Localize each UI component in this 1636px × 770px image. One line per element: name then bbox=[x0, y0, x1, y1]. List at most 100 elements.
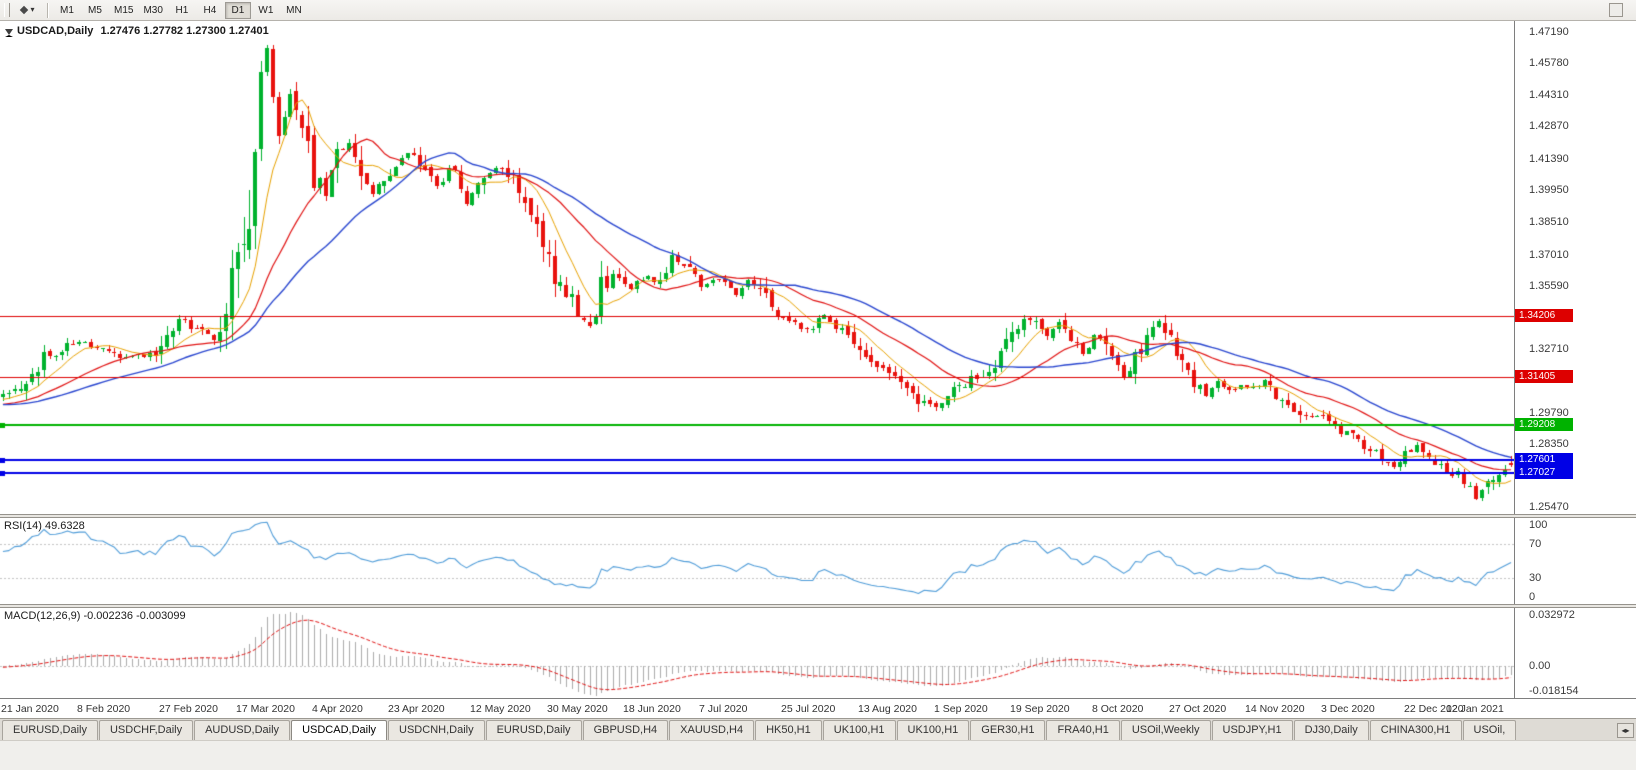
date-axis-label: 23 Apr 2020 bbox=[388, 703, 445, 715]
panel-splitter-rsi[interactable] bbox=[0, 514, 1636, 518]
chart-tab-ger30-h1[interactable]: GER30,H1 bbox=[970, 720, 1046, 740]
timeframe-buttons: M1 M5 M15 M30 H1 H4 D1 W1 MN bbox=[53, 1, 308, 19]
date-axis-label: 21 Jan 2020 bbox=[1, 703, 59, 715]
macd-label: MACD(12,26,9) -0.002236 -0.003099 bbox=[4, 610, 186, 622]
chart-tab-dj30-daily[interactable]: DJ30,Daily bbox=[1293, 720, 1369, 740]
date-axis-label: 8 Oct 2020 bbox=[1092, 703, 1144, 715]
chart-ohlc-values: 1.27476 1.27782 1.27300 1.27401 bbox=[100, 25, 269, 37]
rsi-pane: RSI(14) 49.6328 100 70 30 0 bbox=[0, 518, 1636, 604]
chart-tab-uk100-h1[interactable]: UK100,H1 bbox=[822, 720, 896, 740]
timeframe-h4-button[interactable]: H4 bbox=[197, 2, 223, 19]
main-chart-pane: USDCAD,Daily 1.27476 1.27782 1.27300 1.2… bbox=[0, 21, 1636, 514]
price-scale-label: 1.47190 bbox=[1529, 25, 1569, 38]
price-line-tag: 1.31405 bbox=[1515, 370, 1573, 384]
price-line-tag: 1.34206 bbox=[1515, 308, 1573, 322]
macd-scale-label: 0.032972 bbox=[1529, 609, 1575, 621]
rsi-scale-label: 100 bbox=[1529, 519, 1548, 531]
chart-tab-eurusd-daily[interactable]: EURUSD,Daily bbox=[2, 720, 98, 740]
price-line-tag: 1.29208 bbox=[1515, 418, 1573, 432]
chart-tab-uk100-h1[interactable]: UK100,H1 bbox=[896, 720, 970, 740]
price-scale-label: 1.32710 bbox=[1529, 342, 1569, 355]
rsi-scale-label: 0 bbox=[1529, 591, 1536, 603]
rsi-scale-label: 70 bbox=[1529, 537, 1542, 550]
chart-tab-bar: EURUSD,Daily USDCHF,Daily AUDUSD,Daily USDC… bbox=[0, 718, 1636, 740]
chart-tab-usoil[interactable]: USOil, bbox=[1462, 720, 1517, 740]
panel-splitter-macd[interactable] bbox=[0, 604, 1636, 608]
date-axis-label: 22 Dec 2020 bbox=[1404, 703, 1464, 715]
toolbar-grip[interactable] bbox=[4, 3, 10, 17]
date-axis-label: 25 Jul 2020 bbox=[781, 703, 836, 715]
chart-tab-china300-h1[interactable]: CHINA300,H1 bbox=[1369, 720, 1462, 740]
timeframe-m15-button[interactable]: M15 bbox=[110, 2, 137, 19]
chart-title: USDCAD,Daily 1.27476 1.27782 1.27300 1.2… bbox=[17, 25, 269, 37]
price-scale-label: 1.29790 bbox=[1529, 406, 1569, 419]
date-axis-label: 3 Dec 2020 bbox=[1321, 703, 1375, 715]
date-axis-label: 17 Mar 2020 bbox=[236, 703, 295, 715]
chart-tab-gbpusd-h4[interactable]: GBPUSD,H4 bbox=[582, 720, 669, 740]
chart-tab-usdcad-daily[interactable]: USDCAD,Daily bbox=[291, 720, 388, 740]
timeframes-toolbar: ▾ M1 M5 M15 M30 H1 H4 D1 W1 MN bbox=[0, 0, 1636, 21]
date-axis-label: 12 May 2020 bbox=[470, 703, 531, 715]
rsi-scale[interactable]: 100 70 30 0 bbox=[1514, 518, 1636, 604]
date-axis-label: 30 May 2020 bbox=[547, 703, 608, 715]
rsi-canvas[interactable] bbox=[0, 518, 1514, 604]
timeframe-w1-button[interactable]: W1 bbox=[253, 2, 279, 19]
date-axis-label: 4 Apr 2020 bbox=[312, 703, 363, 715]
date-axis-label: 1 Sep 2020 bbox=[934, 703, 988, 715]
chart-tab-usdcnh-daily[interactable]: USDCNH,Daily bbox=[388, 720, 485, 740]
timeframe-h1-button[interactable]: H1 bbox=[169, 2, 195, 19]
price-scale-label: 1.39950 bbox=[1529, 184, 1569, 197]
tab-scroll-buttons[interactable]: ◂▸ bbox=[1617, 723, 1634, 738]
toolbar-overflow-button[interactable] bbox=[1609, 3, 1623, 17]
chart-tab-audusd-daily[interactable]: AUDUSD,Daily bbox=[194, 720, 291, 740]
timeframe-d1-button[interactable]: D1 bbox=[224, 1, 251, 19]
chart-tab-xauusd-h4[interactable]: XAUUSD,H4 bbox=[669, 720, 755, 740]
date-axis-label: 12 Jan 2021 bbox=[1446, 703, 1504, 715]
main-chart-canvas[interactable] bbox=[0, 21, 1514, 514]
macd-canvas[interactable] bbox=[0, 608, 1514, 698]
chart-tab-usdjpy-h1[interactable]: USDJPY,H1 bbox=[1211, 720, 1293, 740]
timeframe-mn-button[interactable]: MN bbox=[281, 2, 307, 19]
price-scale-label: 1.37010 bbox=[1529, 248, 1569, 261]
date-axis-label: 18 Jun 2020 bbox=[623, 703, 681, 715]
price-scale-label: 1.45780 bbox=[1529, 56, 1569, 69]
chart-tab-eurusd-daily[interactable]: EURUSD,Daily bbox=[485, 720, 582, 740]
price-scale-label: 1.28350 bbox=[1529, 438, 1569, 450]
time-scale[interactable]: 21 Jan 2020 8 Feb 2020 27 Feb 2020 17 Mar 2… bbox=[0, 698, 1636, 718]
timeframe-m1-button[interactable]: M1 bbox=[54, 2, 80, 19]
date-axis-label: 14 Nov 2020 bbox=[1245, 703, 1305, 715]
status-bar bbox=[0, 740, 1636, 770]
macd-scale-label: 0.00 bbox=[1529, 660, 1551, 673]
chart-tab-fra40-h1[interactable]: FRA40,H1 bbox=[1046, 720, 1120, 740]
rsi-scale-label: 30 bbox=[1529, 572, 1542, 585]
date-axis-label: 27 Feb 2020 bbox=[159, 703, 218, 715]
chart-tab-hk50-h1[interactable]: HK50,H1 bbox=[755, 720, 822, 740]
date-axis-label: 19 Sep 2020 bbox=[1010, 703, 1070, 715]
chevron-down-icon: ▾ bbox=[30, 5, 35, 14]
timeframe-m5-button[interactable]: M5 bbox=[82, 2, 108, 19]
price-scale-label: 1.35590 bbox=[1529, 279, 1569, 292]
date-axis-label: 7 Jul 2020 bbox=[699, 703, 748, 715]
toolbar-separator bbox=[47, 2, 48, 18]
price-scale-label: 1.44310 bbox=[1529, 88, 1569, 101]
chart-symbol-icon[interactable]: ▾ bbox=[14, 2, 42, 19]
price-scale-label: 1.42870 bbox=[1529, 120, 1569, 133]
macd-scale-label: -0.018154 bbox=[1529, 685, 1579, 697]
macd-pane: MACD(12,26,9) -0.002236 -0.003099 0.0329… bbox=[0, 608, 1636, 698]
one-click-trading-button[interactable] bbox=[5, 29, 13, 37]
chart-window: USDCAD,Daily 1.27476 1.27782 1.27300 1.2… bbox=[0, 21, 1636, 718]
chart-tab-usoil-weekly[interactable]: USOil,Weekly bbox=[1120, 720, 1211, 740]
chart-tab-usdchf-daily[interactable]: USDCHF,Daily bbox=[98, 720, 194, 740]
date-axis-label: 27 Oct 2020 bbox=[1169, 703, 1227, 715]
rsi-label: RSI(14) 49.6328 bbox=[4, 520, 85, 532]
price-line-tag: 1.27027 bbox=[1515, 465, 1573, 479]
price-scale-label: 1.41390 bbox=[1529, 152, 1569, 165]
date-axis-label: 8 Feb 2020 bbox=[77, 703, 131, 715]
macd-scale[interactable]: 0.032972 0.00 -0.018154 bbox=[1514, 608, 1636, 698]
diamond-icon bbox=[20, 5, 29, 15]
price-scale-label: 1.38510 bbox=[1529, 215, 1569, 228]
timeframe-m30-button[interactable]: M30 bbox=[139, 2, 166, 19]
price-scale[interactable]: 1.47190 1.45780 1.44310 1.42870 1.41390 1.399… bbox=[1514, 21, 1636, 514]
price-line-tag: 1.27601 bbox=[1515, 453, 1573, 467]
